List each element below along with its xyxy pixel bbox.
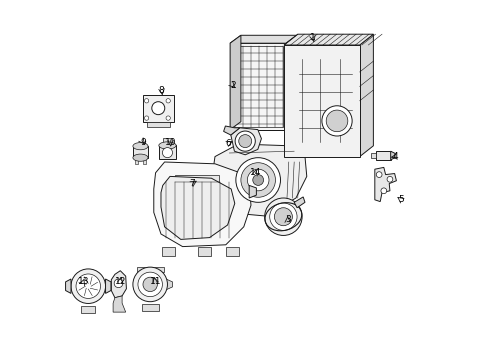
Circle shape xyxy=(166,116,170,120)
Bar xyxy=(146,122,170,127)
Text: 12: 12 xyxy=(114,277,126,286)
Circle shape xyxy=(144,99,148,103)
Bar xyxy=(162,247,174,256)
Text: 13: 13 xyxy=(77,277,89,286)
Text: 1: 1 xyxy=(309,33,315,42)
Circle shape xyxy=(238,135,251,148)
Bar xyxy=(232,46,283,127)
Polygon shape xyxy=(166,279,172,290)
Circle shape xyxy=(166,99,170,103)
Bar xyxy=(133,146,148,158)
Bar xyxy=(305,90,337,99)
Circle shape xyxy=(247,169,268,191)
Bar xyxy=(197,247,210,256)
Bar xyxy=(81,306,95,313)
Circle shape xyxy=(235,158,280,202)
Polygon shape xyxy=(223,126,239,135)
Circle shape xyxy=(144,116,148,120)
Polygon shape xyxy=(105,279,111,293)
Polygon shape xyxy=(230,43,285,130)
Circle shape xyxy=(71,269,105,303)
Polygon shape xyxy=(230,35,241,130)
Circle shape xyxy=(264,198,302,235)
Polygon shape xyxy=(374,167,396,202)
Bar xyxy=(134,158,138,164)
Polygon shape xyxy=(65,279,71,293)
Polygon shape xyxy=(230,128,261,155)
Bar xyxy=(305,112,337,121)
Bar xyxy=(375,151,390,160)
Polygon shape xyxy=(142,304,159,311)
Circle shape xyxy=(235,131,255,151)
Polygon shape xyxy=(390,151,394,160)
Circle shape xyxy=(252,175,263,185)
Text: 5: 5 xyxy=(397,195,403,204)
Text: 10: 10 xyxy=(164,138,176,147)
Circle shape xyxy=(325,110,347,132)
Circle shape xyxy=(386,176,392,182)
Text: 4: 4 xyxy=(392,152,398,161)
Ellipse shape xyxy=(133,154,148,161)
Circle shape xyxy=(241,163,275,197)
Circle shape xyxy=(375,172,381,177)
Polygon shape xyxy=(113,296,125,312)
Polygon shape xyxy=(284,34,373,45)
Bar xyxy=(370,153,375,158)
Circle shape xyxy=(321,106,351,136)
Bar xyxy=(284,46,321,78)
Circle shape xyxy=(138,272,162,297)
Circle shape xyxy=(151,102,164,114)
Bar xyxy=(142,95,173,122)
Circle shape xyxy=(162,148,172,158)
Polygon shape xyxy=(230,35,296,43)
Polygon shape xyxy=(249,185,256,198)
Bar xyxy=(163,138,171,145)
Circle shape xyxy=(133,267,167,302)
Text: 6: 6 xyxy=(225,139,231,148)
Polygon shape xyxy=(211,144,306,216)
Circle shape xyxy=(114,279,122,288)
Circle shape xyxy=(142,277,157,292)
Bar xyxy=(284,45,359,157)
Ellipse shape xyxy=(159,142,176,149)
Text: 14: 14 xyxy=(249,168,261,177)
Ellipse shape xyxy=(133,143,148,150)
Bar xyxy=(142,158,146,164)
Polygon shape xyxy=(153,162,250,247)
Text: 3: 3 xyxy=(284,215,290,224)
Polygon shape xyxy=(359,34,373,157)
Bar xyxy=(159,145,176,159)
Bar xyxy=(230,43,285,130)
Polygon shape xyxy=(161,176,234,239)
Text: 8: 8 xyxy=(159,86,164,95)
Circle shape xyxy=(274,208,292,226)
Polygon shape xyxy=(136,267,163,272)
Circle shape xyxy=(76,274,101,298)
Circle shape xyxy=(269,203,296,230)
Bar xyxy=(175,175,218,189)
Text: 9: 9 xyxy=(140,138,145,147)
Polygon shape xyxy=(111,271,126,298)
Text: 7: 7 xyxy=(189,179,195,188)
Text: 11: 11 xyxy=(149,277,161,286)
Bar xyxy=(305,68,337,77)
Polygon shape xyxy=(294,197,305,208)
Bar xyxy=(226,247,239,256)
Circle shape xyxy=(380,188,386,194)
Text: 2: 2 xyxy=(230,81,235,90)
